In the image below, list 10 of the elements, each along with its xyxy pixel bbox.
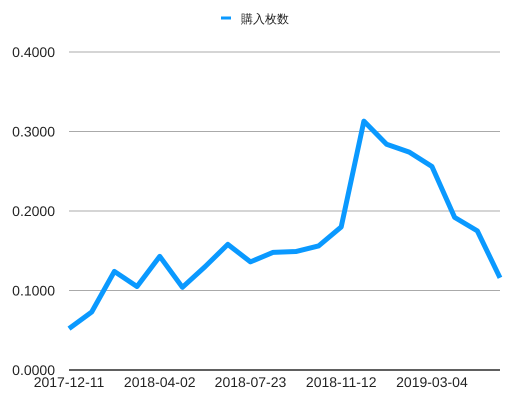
legend: 購入枚数 bbox=[221, 12, 289, 26]
x-tick-label: 2018-07-23 bbox=[214, 374, 286, 390]
x-tick-label: 2018-04-02 bbox=[124, 374, 196, 390]
y-tick-label: 0.1000 bbox=[12, 282, 56, 298]
legend-label: 購入枚数 bbox=[241, 12, 289, 26]
y-tick-label: 0.2000 bbox=[12, 203, 56, 219]
y-tick-label: 0.3000 bbox=[12, 124, 56, 140]
y-tick-label: 0.4000 bbox=[12, 44, 56, 60]
x-tick-label: 2018-11-12 bbox=[306, 374, 377, 390]
x-tick-label: 2019-03-04 bbox=[396, 374, 468, 390]
